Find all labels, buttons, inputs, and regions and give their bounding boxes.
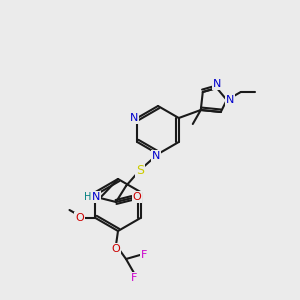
Text: N: N [213, 79, 221, 89]
Text: O: O [75, 213, 84, 223]
Text: H: H [84, 192, 92, 202]
Text: N: N [92, 192, 100, 202]
Text: F: F [141, 250, 147, 260]
Text: O: O [133, 192, 141, 202]
Text: N: N [152, 151, 160, 161]
Text: F: F [131, 273, 137, 283]
Text: N: N [130, 113, 138, 123]
Text: O: O [112, 244, 120, 254]
Text: N: N [226, 95, 234, 105]
Text: S: S [136, 164, 144, 176]
